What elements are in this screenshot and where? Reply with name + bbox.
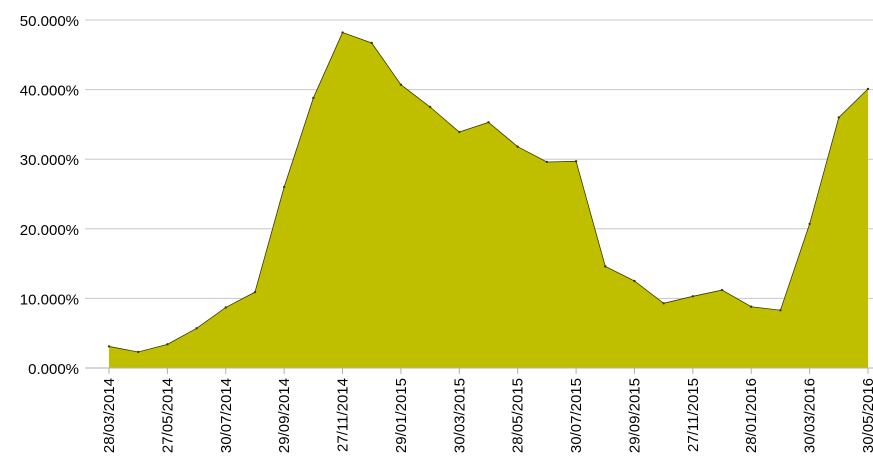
data-point — [604, 265, 607, 268]
x-tick-label: 28/05/2015 — [510, 378, 527, 453]
data-point — [691, 295, 695, 298]
data-point — [808, 222, 811, 226]
data-point — [837, 116, 841, 119]
axes — [85, 367, 873, 374]
data-point — [136, 350, 140, 354]
data-point — [399, 83, 403, 86]
y-tick-label: 20.000% — [20, 222, 79, 239]
x-tick-label: 30/05/2016 — [860, 378, 873, 453]
data-point — [195, 327, 198, 330]
data-point — [370, 41, 373, 45]
y-tick-label: 30.000% — [20, 152, 79, 169]
y-tick-label: 10.000% — [20, 291, 79, 308]
data-point — [428, 105, 432, 109]
data-point — [574, 160, 578, 163]
x-tick-label: 30/03/2016 — [802, 378, 819, 453]
y-tick-label: 40.000% — [20, 83, 79, 100]
data-point — [107, 345, 111, 348]
data-point — [720, 288, 724, 292]
data-point — [253, 290, 257, 294]
x-tick-label: 30/07/2015 — [568, 378, 585, 453]
data-point — [458, 130, 461, 134]
y-tick-label: 50.000% — [20, 13, 79, 30]
data-point — [633, 279, 636, 283]
x-tick-label: 29/01/2015 — [393, 378, 410, 453]
x-tick-label: 29/09/2014 — [276, 378, 293, 453]
x-tick-label: 28/01/2016 — [743, 378, 760, 453]
data-point — [224, 306, 227, 309]
data-point — [487, 121, 490, 124]
data-point — [779, 309, 782, 312]
x-tick-label: 27/11/2014 — [335, 378, 352, 452]
x-tick-label: 28/03/2014 — [101, 378, 118, 453]
data-point — [166, 343, 169, 346]
x-axis-tick-labels: 28/03/2014 27/05/2014 30/07/2014 29/09/2014… — [101, 378, 873, 453]
data-point — [516, 145, 519, 148]
x-tick-label: 27/05/2014 — [159, 378, 176, 453]
data-point — [545, 160, 549, 164]
plot-area — [107, 31, 870, 368]
data-point — [750, 305, 753, 308]
x-tick-label: 27/11/2015 — [685, 378, 702, 452]
y-axis-tick-labels: 0.000% 10.000% 20.000% 30.000% 40.000% 50.000… — [20, 13, 79, 378]
y-tick-label: 0.000% — [28, 361, 79, 378]
data-point — [282, 185, 286, 189]
x-tick-label: 30/07/2014 — [218, 378, 235, 453]
data-point — [866, 87, 870, 91]
data-point — [312, 96, 315, 100]
area-fill — [109, 32, 868, 368]
x-tick-label: 29/09/2015 — [626, 378, 643, 453]
x-tick-label: 30/03/2015 — [451, 378, 468, 453]
data-point — [662, 302, 665, 305]
data-point — [341, 31, 344, 34]
